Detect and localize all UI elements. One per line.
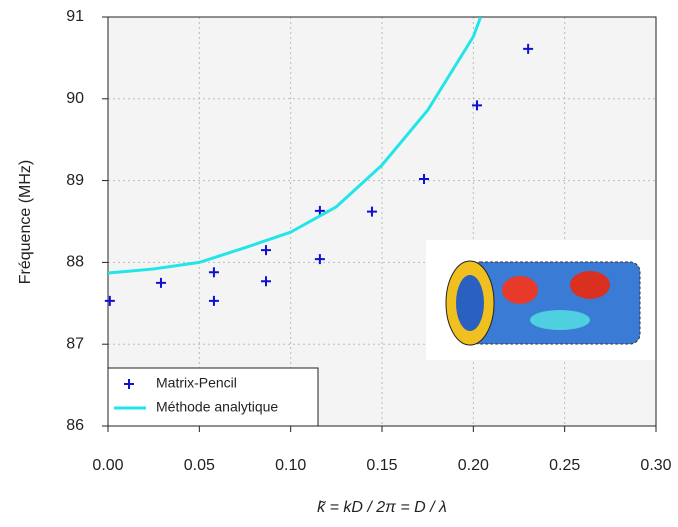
x-tick-label: 0.20	[458, 457, 489, 474]
legend-label: Méthode analytique	[156, 399, 278, 415]
point	[155, 277, 166, 288]
legend-marker	[124, 379, 134, 389]
point	[208, 267, 219, 278]
x-tick-label: 0.10	[275, 457, 306, 474]
point	[314, 254, 325, 265]
y-tick-label: 87	[66, 335, 84, 352]
x-tick-label: 0.25	[549, 457, 580, 474]
point	[523, 43, 534, 54]
point	[208, 295, 219, 306]
y-tick-label: 91	[66, 8, 84, 25]
point	[261, 245, 272, 256]
inset-image	[426, 240, 656, 360]
x-tick-label: 0.15	[366, 457, 397, 474]
point	[471, 100, 482, 111]
y-tick-label: 89	[66, 172, 84, 189]
y-tick-label: 90	[66, 90, 84, 107]
point	[419, 173, 430, 184]
point	[366, 206, 377, 217]
legend-label: Matrix-Pencil	[156, 375, 237, 391]
y-axis-label: Fréquence (MHz)	[17, 160, 34, 284]
x-tick-label: 0.30	[640, 457, 671, 474]
point	[261, 276, 272, 287]
legend-box	[107, 367, 319, 427]
point	[104, 295, 115, 306]
x-tick-label: 0.00	[92, 457, 123, 474]
y-tick-label: 86	[66, 417, 84, 434]
y-tick-label: 88	[66, 254, 84, 271]
x-tick-label: 0.05	[184, 457, 215, 474]
line	[108, 17, 483, 275]
plot-frame	[107, 16, 657, 427]
x-axis-label: k̃ = kD / 2π = D / λ	[317, 499, 447, 516]
